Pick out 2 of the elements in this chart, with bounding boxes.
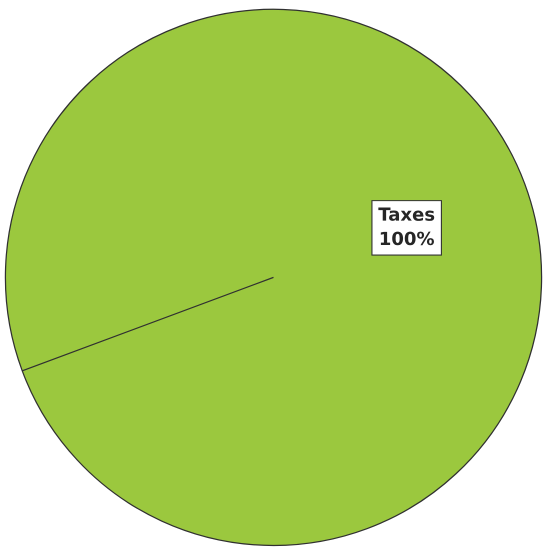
data-label: 100% bbox=[380, 232, 434, 246]
slice-label: Taxes bbox=[378, 208, 434, 221]
